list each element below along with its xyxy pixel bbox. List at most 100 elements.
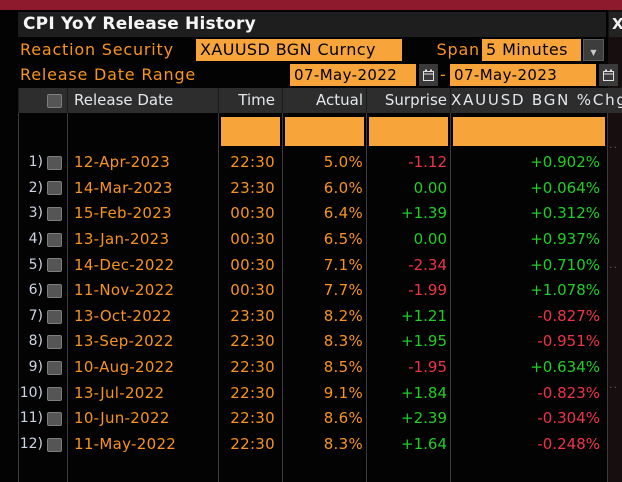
reaction-security-input[interactable]: XAUUSD BGN Curncy (196, 39, 402, 61)
span-dropdown-button[interactable]: ▼ (583, 39, 604, 61)
surprise-cell: 0.00 (366, 226, 450, 253)
table-row[interactable]: 1) 12-Apr-2023 22:30 5.0% -1.12 +0.902% (18, 150, 608, 176)
scroll-marker-dots: ·· (609, 261, 618, 274)
row-number: 5) (28, 256, 43, 273)
actual-cell: 6.4% (282, 201, 366, 227)
table-row[interactable]: 2) 14-Mar-2023 23:30 6.0% 0.00 +0.064% (18, 175, 608, 202)
actual-filter-input[interactable] (285, 117, 364, 146)
row-number: 1) (28, 154, 43, 170)
table-row[interactable]: 10) 13-Jul-2022 22:30 9.1% +1.84 -0.823% (18, 380, 608, 407)
surprise-cell: +2.39 (366, 406, 450, 433)
actual-cell: 8.5% (282, 355, 366, 381)
actual-cell: 6.0% (282, 175, 366, 202)
pct-change-cell: +1.078% (450, 278, 608, 304)
release-date-cell: 15-Feb-2023 (67, 201, 218, 227)
release-date-cell: 10-Jun-2022 (67, 406, 218, 433)
span-select[interactable]: 5 Minutes (482, 39, 581, 61)
row-number: 2) (28, 179, 43, 196)
release-date-cell: 14-Mar-2023 (67, 175, 218, 202)
row-checkbox[interactable] (47, 207, 62, 222)
row-checkbox[interactable] (47, 335, 62, 350)
row-checkbox[interactable] (47, 284, 62, 299)
row-checkbox[interactable] (47, 437, 62, 452)
surprise-cell: +1.95 (366, 329, 450, 356)
date-to-input[interactable]: 07-May-2023 (450, 64, 596, 86)
top-red-bar (0, 0, 622, 10)
row-checkbox[interactable] (47, 360, 62, 375)
time-cell: 00:30 (218, 226, 282, 253)
table-row[interactable]: 9) 10-Aug-2022 22:30 8.5% -1.95 +0.634% (18, 355, 608, 381)
table-row[interactable]: 12) 11-May-2022 22:30 8.3% +1.64 -0.248% (18, 432, 608, 458)
reaction-security-label: Reaction Security (20, 40, 174, 59)
surprise-filter-input[interactable] (369, 117, 448, 146)
release-date-cell: 11-Nov-2022 (67, 278, 218, 304)
row-checkbox[interactable] (47, 232, 62, 247)
table-row[interactable]: 5) 14-Dec-2022 00:30 7.1% -2.34 +0.710% (18, 252, 608, 279)
table-header: Release Date Time Actual Surprise XAUUSD… (18, 88, 622, 113)
table-row[interactable]: 3) 15-Feb-2023 00:30 6.4% +1.39 +0.312% (18, 201, 608, 227)
time-cell: 00:30 (218, 278, 282, 304)
right-edge-strip (608, 10, 622, 482)
table-row[interactable]: 6) 11-Nov-2022 00:30 7.7% -1.99 +1.078% (18, 278, 608, 304)
release-date-cell: 13-Sep-2022 (67, 329, 218, 356)
pct-change-cell: +0.064% (450, 175, 608, 202)
pct-change-cell: +0.634% (450, 355, 608, 381)
row-checkbox[interactable] (47, 412, 62, 427)
time-filter-input[interactable] (221, 117, 280, 146)
row-number: 4) (28, 230, 43, 247)
row-number: 6) (28, 282, 43, 299)
calendar-button-to[interactable] (599, 64, 618, 86)
page-title: CPI YoY Release History (18, 12, 606, 37)
pct-change-cell: +0.312% (450, 201, 608, 227)
time-cell: 22:30 (218, 150, 282, 176)
actual-cell: 8.2% (282, 303, 366, 330)
pct-change-cell: +0.902% (450, 150, 608, 176)
select-all-checkbox[interactable] (47, 93, 62, 108)
surprise-cell: +1.21 (366, 303, 450, 330)
actual-cell: 6.5% (282, 226, 366, 253)
col-header-surprise[interactable]: Surprise (366, 88, 450, 113)
row-number: 12) (19, 436, 43, 453)
release-date-cell: 11-May-2022 (67, 432, 218, 458)
table-row[interactable]: 4) 13-Jan-2023 00:30 6.5% 0.00 +0.937% (18, 226, 608, 253)
pct-change-cell: +0.937% (450, 226, 608, 253)
release-date-cell: 13-Jan-2023 (67, 226, 218, 253)
pct-change-cell: -0.304% (450, 406, 608, 433)
col-header-pct-change[interactable]: XAUUSD BGN %Chg (450, 88, 622, 113)
col-header-actual[interactable]: Actual (282, 88, 366, 113)
row-number: 3) (28, 205, 43, 222)
time-cell: 22:30 (218, 432, 282, 458)
col-header-release-date[interactable]: Release Date (67, 88, 218, 113)
row-checkbox[interactable] (47, 309, 62, 324)
row-number: 7) (28, 307, 43, 324)
actual-cell: 7.1% (282, 252, 366, 279)
select-all-cell (18, 88, 67, 113)
col-header-time[interactable]: Time (218, 88, 282, 113)
span-label: Span (436, 40, 480, 59)
release-date-cell: 12-Apr-2023 (67, 150, 218, 176)
table-body: 1) 12-Apr-2023 22:30 5.0% -1.12 +0.902% … (18, 113, 608, 482)
surprise-cell: 0.00 (366, 175, 450, 202)
row-checkbox[interactable] (47, 181, 62, 196)
table-row[interactable]: 8) 13-Sep-2022 22:30 8.3% +1.95 -0.951% (18, 329, 608, 356)
pct-change-cell: -0.827% (450, 303, 608, 330)
actual-cell: 5.0% (282, 150, 366, 176)
actual-cell: 8.3% (282, 329, 366, 356)
row-number: 9) (28, 359, 43, 376)
release-date-cell: 13-Oct-2022 (67, 303, 218, 330)
date-from-input[interactable]: 07-May-2022 (290, 64, 416, 86)
table-row[interactable]: 7) 13-Oct-2022 23:30 8.2% +1.21 -0.827% (18, 303, 608, 330)
calendar-icon (423, 69, 434, 81)
row-checkbox[interactable] (47, 155, 62, 170)
row-checkbox[interactable] (47, 258, 62, 273)
release-date-range-label: Release Date Range (20, 65, 197, 84)
close-button[interactable]: X (609, 12, 622, 37)
pct-change-filter-input[interactable] (453, 117, 605, 146)
calendar-button-from[interactable] (419, 64, 438, 86)
table-row[interactable]: 11) 10-Jun-2022 22:30 8.6% +2.39 -0.304% (18, 406, 608, 433)
actual-cell: 9.1% (282, 380, 366, 407)
actual-cell: 8.6% (282, 406, 366, 433)
row-checkbox[interactable] (47, 386, 62, 401)
release-date-cell: 14-Dec-2022 (67, 252, 218, 279)
